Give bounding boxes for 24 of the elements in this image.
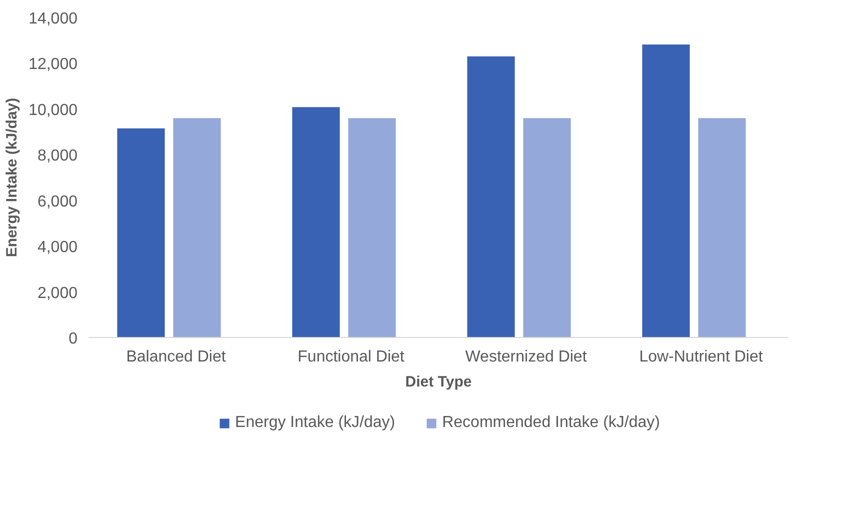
bar xyxy=(348,118,396,338)
bar xyxy=(117,128,165,338)
bar xyxy=(523,118,571,338)
y-axis-title: Energy Intake (kJ/day) xyxy=(4,98,21,258)
bar xyxy=(698,118,746,338)
y-tick-label: 10,000 xyxy=(28,102,78,119)
legend-label: Energy Intake (kJ/day) xyxy=(235,414,396,432)
bar xyxy=(173,118,221,338)
y-tick-label: 6,000 xyxy=(37,193,78,210)
y-tick-label: 14,000 xyxy=(28,10,78,28)
x-tick-label: Balanced Diet xyxy=(126,348,226,366)
x-tick-label: Low-Nutrient Diet xyxy=(639,348,764,366)
y-tick-label: 0 xyxy=(68,330,78,348)
y-tick-label: 12,000 xyxy=(28,56,78,74)
y-tick-label: 2,000 xyxy=(37,284,78,302)
bar xyxy=(642,44,690,338)
x-tick-label: Westernized Diet xyxy=(465,348,588,366)
y-tick-label: 8,000 xyxy=(37,148,78,165)
legend-label: Recommended Intake (kJ/day) xyxy=(442,414,660,432)
x-axis-title: Diet Type xyxy=(405,374,472,390)
bar xyxy=(467,56,515,338)
x-tick-label: Functional Diet xyxy=(298,348,405,366)
y-tick-label: 4,000 xyxy=(37,239,78,256)
bar xyxy=(292,107,340,338)
